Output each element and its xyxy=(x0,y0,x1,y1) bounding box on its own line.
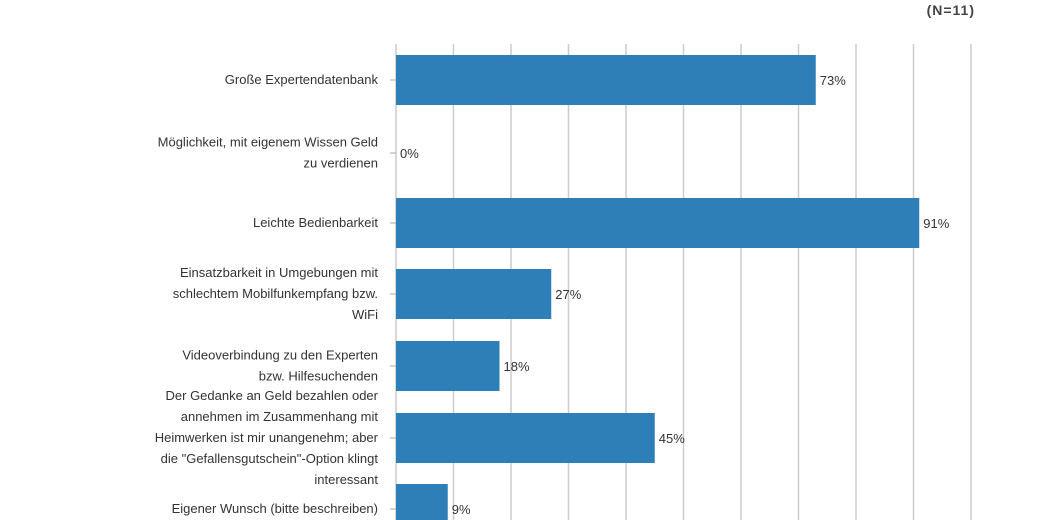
bar-4 xyxy=(396,341,500,391)
category-label-line: Leichte Bedienbarkeit xyxy=(253,215,378,230)
bar-0 xyxy=(396,55,816,105)
category-label-3: Einsatzbarkeit in Umgebungen mit schlecht… xyxy=(173,265,379,322)
category-label-line: Große Expertendatenbank xyxy=(225,72,379,87)
category-label-line: schlechtem Mobilfunkempfang bzw. xyxy=(173,286,378,301)
value-label-6: 9% xyxy=(452,502,471,517)
bar-6 xyxy=(396,484,448,520)
category-label-line: bzw. Hilfesuchenden xyxy=(259,369,378,384)
bars xyxy=(396,55,920,520)
category-label-line: interessant xyxy=(314,472,378,487)
bar-5 xyxy=(396,413,655,463)
category-label-line: Einsatzbarkeit in Umgebungen mit xyxy=(180,265,378,280)
category-label-6: Eigener Wunsch (bitte beschreiben) xyxy=(172,501,378,516)
category-label-line: Videoverbindung zu den Experten xyxy=(182,348,378,363)
category-label-4: Videoverbindung zu den Experten bzw. Hilf… xyxy=(182,348,378,384)
value-label-1: 0% xyxy=(400,146,419,161)
bar-2 xyxy=(396,198,920,248)
sample-size-label: (N=11) xyxy=(926,2,975,18)
category-label-1: Möglichkeit, mit eigenem Wissen Geld zu v… xyxy=(158,135,378,171)
value-label-5: 45% xyxy=(659,431,685,446)
value-label-0: 73% xyxy=(820,73,846,88)
category-label-line: Eigener Wunsch (bitte beschreiben) xyxy=(172,501,378,516)
category-label-line: annehmen im Zusammenhang mit xyxy=(181,409,379,424)
category-labels: Große Expertendatenbank Möglichkeit, mit … xyxy=(155,72,396,516)
category-label-line: Heimwerken ist mir unangenehm; aber xyxy=(155,430,379,445)
bar-3 xyxy=(396,269,552,319)
category-label-line: Der Gedanke an Geld bezahlen oder xyxy=(166,388,379,403)
category-label-line: Möglichkeit, mit eigenem Wissen Geld xyxy=(158,135,378,150)
category-label-line: zu verdienen xyxy=(304,156,378,171)
category-label-5: Der Gedanke an Geld bezahlen oder annehme… xyxy=(155,388,379,487)
value-label-2: 91% xyxy=(923,216,949,231)
value-label-4: 18% xyxy=(504,359,530,374)
value-labels: 73% 0% 91% 27% 18% 45% 9% xyxy=(400,73,950,517)
category-label-0: Große Expertendatenbank xyxy=(225,72,379,87)
category-label-line: WiFi xyxy=(352,307,378,322)
value-label-3: 27% xyxy=(555,287,581,302)
category-label-line: die "Gefallensgutschein"-Option klingt xyxy=(161,451,379,466)
category-label-2: Leichte Bedienbarkeit xyxy=(253,215,378,230)
